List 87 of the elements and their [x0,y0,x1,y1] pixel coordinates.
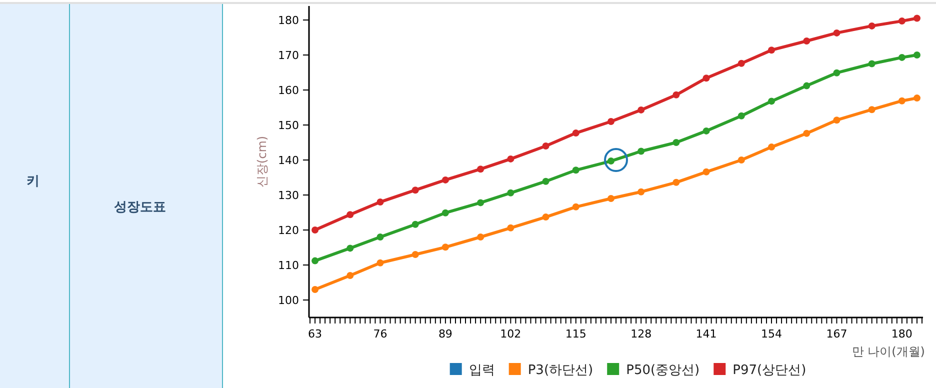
point [376,234,384,240]
point [868,60,876,68]
y-tick-label: 130 [278,189,299,202]
point [913,14,920,22]
point [346,211,354,218]
point [412,220,419,228]
point [507,224,514,232]
point [607,118,614,125]
y-tick-label: 110 [278,259,299,272]
point [507,155,514,162]
point [607,158,614,165]
y-tick-label: 170 [278,49,299,62]
point [913,52,920,58]
y-tick-label: 150 [278,119,299,132]
point [768,144,776,151]
point [768,46,776,54]
x-tick-label: 154 [761,328,782,340]
point [412,186,419,194]
point [768,98,776,105]
point [868,106,876,114]
point [542,214,550,221]
point [442,209,449,216]
point [672,139,680,146]
point [803,38,810,44]
point [638,188,645,196]
x-tick-label: 167 [826,328,848,340]
point [672,178,680,186]
point [477,199,484,206]
point [833,116,840,124]
legend-label: P50(중앙선) [626,363,700,378]
point [738,112,745,120]
point [833,69,840,76]
point [442,244,449,251]
point [738,60,745,67]
x-tick-label: 63 [308,328,322,340]
point [507,189,514,196]
point [607,195,614,202]
point [868,22,876,30]
x-tick-label: 76 [373,328,388,340]
point [898,97,906,104]
y-tick-label: 100 [278,294,299,307]
point [442,176,449,184]
point [672,91,680,98]
legend-label: P97(상단선) [732,363,806,378]
point [833,29,840,36]
point [803,82,810,90]
x-tick-label: 102 [500,328,522,340]
y-tick-label: 160 [278,84,299,97]
point [312,286,319,293]
y-tick-label: 180 [278,14,299,27]
point [312,257,319,264]
point [412,251,419,258]
x-tick-label: 115 [565,328,586,340]
point [346,272,354,279]
point [346,244,354,252]
point [312,226,319,234]
x-tick-label: 180 [891,328,912,340]
point [803,130,810,137]
y-axis-title: 신장(cm) [255,136,269,188]
point [898,54,906,61]
legend-label: 입력 [468,363,495,378]
point [542,178,550,185]
point [572,130,580,137]
point [638,106,645,114]
point [638,148,645,155]
x-tick-label: 89 [438,328,452,340]
point [376,198,384,206]
point [898,18,906,25]
x-tick-label: 141 [696,328,717,340]
x-tick-label: 128 [630,328,652,340]
point [702,127,710,134]
point [702,168,710,176]
text: 키 [26,174,40,189]
point [376,259,384,266]
point [477,166,484,173]
legend-label: P3(하단선) [528,363,594,378]
point [738,156,745,164]
point [542,142,550,150]
point [913,94,920,102]
point [702,74,710,82]
y-tick-label: 140 [278,154,299,167]
x-axis-title: 만 나이(개월) [852,344,925,358]
y-tick-label: 120 [278,224,299,237]
point [572,166,580,174]
point [572,203,580,210]
text: 성장도표 [114,200,166,215]
point [477,234,484,240]
